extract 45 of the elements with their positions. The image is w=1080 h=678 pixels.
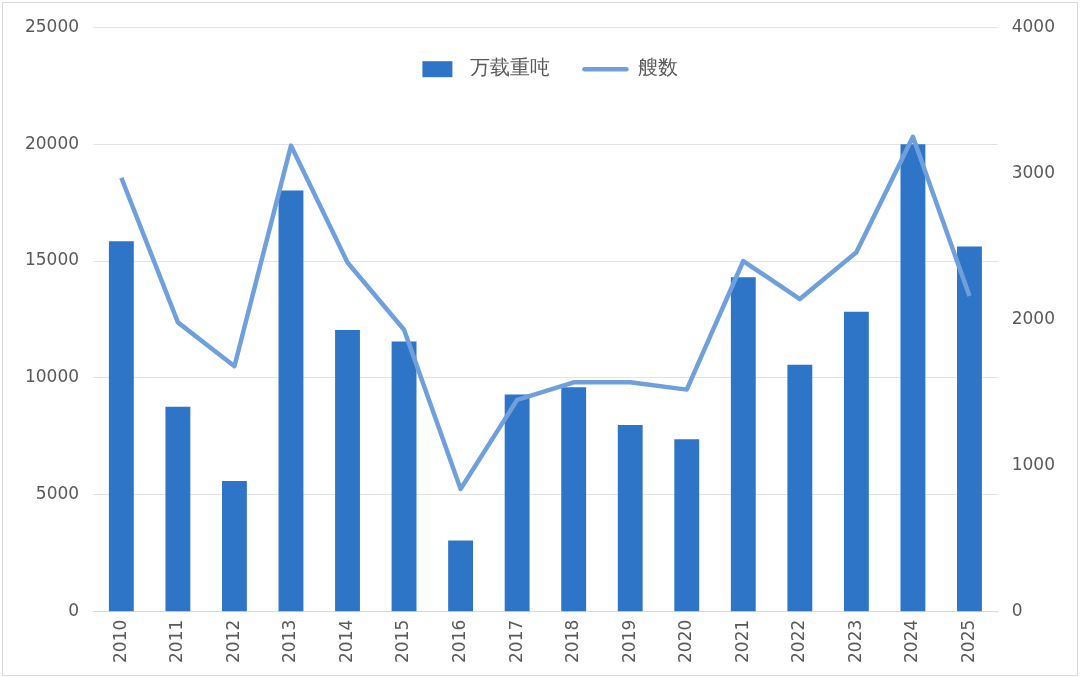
x-tick-label: 2020 xyxy=(675,619,696,663)
y2-tick-label: 1000 xyxy=(1011,454,1055,475)
bar xyxy=(448,540,474,612)
x-tick-label: 2011 xyxy=(166,619,187,663)
bar xyxy=(561,387,587,612)
x-tick-label: 2022 xyxy=(788,619,809,663)
bar xyxy=(108,241,134,612)
y2-tick-label: 0 xyxy=(1011,600,1023,621)
bar xyxy=(900,144,926,612)
bar xyxy=(674,439,700,612)
x-tick-label: 2015 xyxy=(392,619,413,663)
bar xyxy=(278,190,304,612)
x-tick-label: 2012 xyxy=(222,619,243,663)
x-tick-label: 2017 xyxy=(505,619,526,663)
bar xyxy=(617,424,643,612)
bar xyxy=(165,406,191,612)
x-tick-label: 2021 xyxy=(731,619,752,663)
y2-tick-label: 2000 xyxy=(1011,307,1055,328)
x-tick-label: 2019 xyxy=(618,619,639,663)
bar xyxy=(391,341,417,612)
x-tick-label: 2010 xyxy=(109,619,130,663)
x-tick-label: 2024 xyxy=(901,619,922,663)
y2-tick-label: 4000 xyxy=(1011,15,1055,36)
x-tick-label: 2025 xyxy=(957,619,978,663)
y2-tick-label: 3000 xyxy=(1011,161,1055,182)
y-tick-label: 15000 xyxy=(24,249,80,270)
bar xyxy=(843,311,869,612)
bar xyxy=(504,394,530,612)
bar xyxy=(730,277,756,612)
y-tick-label: 25000 xyxy=(24,15,80,36)
x-tick-label: 2013 xyxy=(279,619,300,663)
x-tick-label: 2014 xyxy=(335,619,356,663)
y-tick-label: 5000 xyxy=(35,483,80,504)
y-tick-label: 10000 xyxy=(24,366,80,387)
y-tick-label: 20000 xyxy=(24,132,80,153)
x-tick-label: 2018 xyxy=(562,619,583,663)
x-tick-label: 2023 xyxy=(844,619,865,663)
bar xyxy=(787,364,813,612)
bar xyxy=(221,481,247,612)
bar xyxy=(335,329,360,612)
bar xyxy=(957,246,982,612)
y-tick-label: 0 xyxy=(68,600,80,621)
legend-label: 万载重吨 xyxy=(470,55,551,80)
x-tick-label: 2016 xyxy=(449,619,470,663)
legend-label: 艘数 xyxy=(638,55,679,80)
